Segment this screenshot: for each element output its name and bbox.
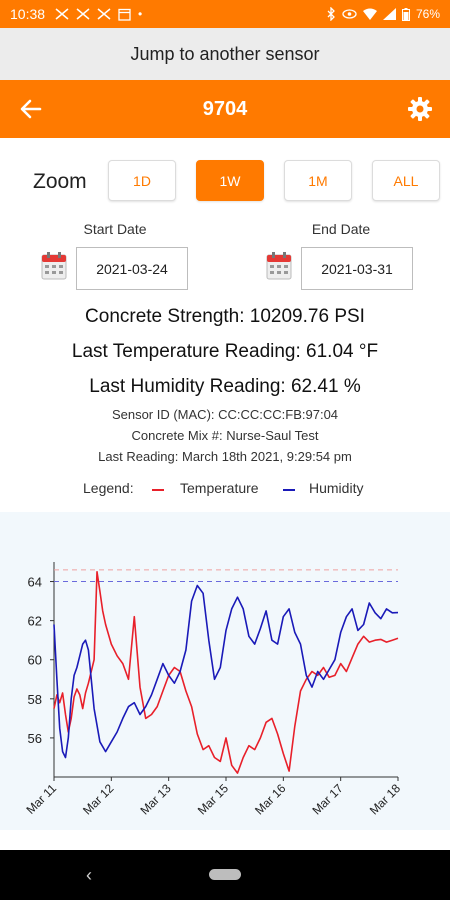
x-tick-label: Mar 12 [80, 781, 117, 818]
y-tick-label: 60 [28, 653, 42, 668]
jump-to-sensor-label: Jump to another sensor [130, 43, 320, 64]
calendar-icon[interactable] [41, 252, 67, 280]
battery-icon [401, 7, 410, 21]
start-date-label: Start Date [83, 221, 147, 237]
y-tick-label: 62 [28, 614, 42, 629]
notification-icons: • [55, 7, 142, 21]
dot-icon: • [138, 7, 143, 21]
start-date-input[interactable]: 2021-03-24 [76, 247, 188, 290]
zoom-1d-button[interactable]: 1D [108, 160, 176, 201]
humidity-legend-label: Humidity [309, 480, 364, 496]
concrete-strength: Concrete Strength: 10209.76 PSI [85, 306, 365, 327]
temperature-legend-swatch [152, 489, 164, 491]
zoom-all-label: ALL [393, 172, 419, 189]
notification-icon [97, 8, 111, 20]
y-tick-label: 64 [28, 575, 42, 590]
system-nav-bar: ‹ [0, 850, 450, 900]
nav-back-icon[interactable]: ‹ [86, 865, 92, 885]
notification-icon [55, 8, 69, 20]
sensor-chart: 56 58 60 62 64 Mar 11 Mar 12 Mar 13 Mar 15 Mar 16… [23, 562, 404, 818]
status-time: 10:38 [10, 6, 46, 22]
signal-icon [382, 8, 396, 20]
end-date-input[interactable]: 2021-03-31 [301, 247, 413, 290]
eye-icon [342, 9, 357, 19]
y-tick-label: 56 [28, 731, 42, 746]
x-tick-label: Mar 18 [367, 781, 404, 818]
zoom-all-button[interactable]: ALL [372, 160, 440, 201]
wifi-icon [362, 8, 377, 20]
sensor-title: 9704 [202, 97, 248, 120]
y-tick-label: 58 [28, 692, 42, 707]
back-arrow-icon[interactable] [18, 96, 44, 122]
notification-icon [76, 8, 90, 20]
x-tick-label: Mar 13 [137, 781, 174, 818]
x-tick-label: Mar 17 [309, 781, 346, 818]
jump-to-sensor-button[interactable]: Jump to another sensor [0, 28, 450, 80]
x-tick-label: Mar 15 [195, 781, 232, 818]
last-temperature: Last Temperature Reading: 61.04 °F [71, 341, 379, 362]
humidity-legend-swatch [283, 489, 295, 491]
system-icons: 76% [327, 7, 440, 21]
legend-title: Legend: [83, 480, 134, 496]
series-line-temperature [53, 570, 399, 774]
chart-panel: 56 58 60 62 64 Mar 11 Mar 12 Mar 13 Mar 15 Mar 16… [0, 512, 450, 830]
calendar-notification-icon [118, 8, 131, 21]
start-date-value: 2021-03-24 [96, 260, 168, 277]
zoom-1w-label: 1W [219, 172, 241, 189]
bottom-spacer [0, 830, 450, 850]
zoom-1m-label: 1M [308, 172, 328, 189]
last-reading: Last Reading: March 18th 2021, 9:29:54 p… [98, 449, 352, 464]
x-tick-label: Mar 16 [252, 781, 289, 818]
sensor-info-card: Zoom 1D 1W 1M ALL Start Date 2021-03-24 … [0, 140, 450, 510]
bluetooth-icon [327, 7, 335, 21]
zoom-controls: Zoom 1D 1W 1M ALL [0, 160, 450, 202]
zoom-label: Zoom [33, 170, 87, 193]
zoom-1d-label: 1D [133, 172, 151, 189]
sensor-id: Sensor ID (MAC): CC:CC:CC:FB:97:04 [111, 407, 339, 422]
calendar-icon[interactable] [266, 252, 292, 280]
battery-level: 76% [415, 7, 440, 21]
end-date-label: End Date [311, 221, 371, 237]
gear-icon[interactable] [406, 95, 434, 123]
nav-home-pill[interactable] [209, 869, 241, 880]
x-tick-label: Mar 11 [23, 781, 59, 817]
concrete-mix: Concrete Mix #: Nurse-Saul Test [131, 428, 319, 443]
temperature-legend-label: Temperature [180, 480, 259, 496]
status-bar: 10:38 • 76% [0, 0, 450, 28]
last-humidity: Last Humidity Reading: 62.41 % [89, 376, 361, 397]
zoom-1m-button[interactable]: 1M [284, 160, 352, 201]
series-line-humidity [53, 584, 399, 759]
zoom-1w-button[interactable]: 1W [196, 160, 264, 201]
end-date-value: 2021-03-31 [321, 260, 393, 277]
app-bar: 9704 [0, 80, 450, 138]
